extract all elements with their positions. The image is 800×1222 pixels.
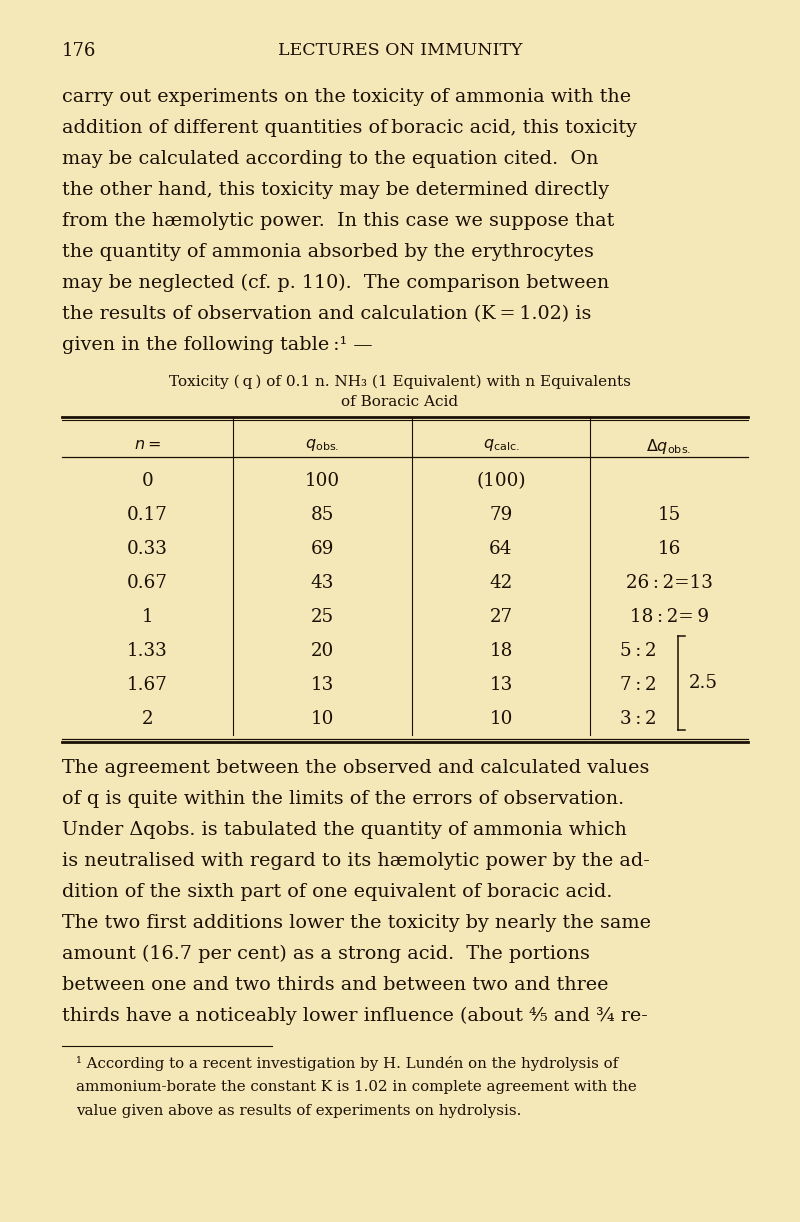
Text: $\Delta q_{\mathrm{obs.}}$: $\Delta q_{\mathrm{obs.}}$ (646, 437, 692, 456)
Text: Under Δqobs. is tabulated the quantity of ammonia which: Under Δqobs. is tabulated the quantity o… (62, 821, 627, 840)
Text: 2: 2 (142, 710, 154, 728)
Text: 42: 42 (490, 574, 513, 591)
Text: 1.33: 1.33 (127, 642, 168, 660)
Text: 10: 10 (311, 710, 334, 728)
Text: 13: 13 (490, 676, 513, 694)
Text: 18 : 2= 9: 18 : 2= 9 (630, 609, 709, 626)
Text: carry out experiments on the toxicity of ammonia with the: carry out experiments on the toxicity of… (62, 88, 631, 106)
Text: of Boracic Acid: of Boracic Acid (342, 395, 458, 409)
Text: The agreement between the observed and calculated values: The agreement between the observed and c… (62, 759, 650, 777)
Text: 0.33: 0.33 (127, 540, 168, 558)
Text: 10: 10 (490, 710, 513, 728)
Text: of q is quite within the limits of the errors of observation.: of q is quite within the limits of the e… (62, 789, 624, 808)
Text: $q_{\mathrm{calc.}}$: $q_{\mathrm{calc.}}$ (482, 437, 519, 453)
Text: 43: 43 (311, 574, 334, 591)
Text: is neutralised with regard to its hæmolytic power by the ad-: is neutralised with regard to its hæmoly… (62, 852, 650, 870)
Text: 16: 16 (658, 540, 681, 558)
Text: LECTURES ON IMMUNITY: LECTURES ON IMMUNITY (278, 42, 522, 59)
Text: 2.5: 2.5 (689, 675, 718, 692)
Text: the other hand, this toxicity may be determined directly: the other hand, this toxicity may be det… (62, 181, 609, 199)
Text: 5 : 2: 5 : 2 (620, 642, 657, 660)
Text: from the hæmolytic power.  In this case we suppose that: from the hæmolytic power. In this case w… (62, 211, 614, 230)
Text: 69: 69 (311, 540, 334, 558)
Text: 79: 79 (490, 506, 513, 524)
Text: $q_{\mathrm{obs.}}$: $q_{\mathrm{obs.}}$ (306, 437, 340, 453)
Text: 3 : 2: 3 : 2 (620, 710, 657, 728)
Text: 0: 0 (142, 472, 154, 490)
Text: the results of observation and calculation (K = 1.02) is: the results of observation and calculati… (62, 306, 591, 323)
Text: 1: 1 (142, 609, 154, 626)
Text: 0.67: 0.67 (127, 574, 168, 591)
Text: between one and two thirds and between two and three: between one and two thirds and between t… (62, 976, 609, 993)
Text: The two first additions lower the toxicity by nearly the same: The two first additions lower the toxici… (62, 914, 651, 932)
Text: 26 : 2=13: 26 : 2=13 (626, 574, 713, 591)
Text: may be neglected (cf. p. 110).  The comparison between: may be neglected (cf. p. 110). The compa… (62, 274, 610, 292)
Text: (100): (100) (476, 472, 526, 490)
Text: Toxicity ( q ) of 0.1 n. NH₃ (1 Equivalent) with n Equivalents: Toxicity ( q ) of 0.1 n. NH₃ (1 Equivale… (169, 375, 631, 390)
Text: value given above as results of experiments on hydrolysis.: value given above as results of experime… (76, 1103, 522, 1118)
Text: 1.67: 1.67 (127, 676, 168, 694)
Text: the quantity of ammonia absorbed by the erythrocytes: the quantity of ammonia absorbed by the … (62, 243, 594, 262)
Text: ¹ According to a recent investigation by H. Lundén on the hydrolysis of: ¹ According to a recent investigation by… (76, 1056, 618, 1070)
Text: 18: 18 (490, 642, 513, 660)
Text: $n=$: $n=$ (134, 437, 161, 452)
Text: 27: 27 (490, 609, 513, 626)
Text: dition of the sixth part of one equivalent of boracic acid.: dition of the sixth part of one equivale… (62, 884, 612, 901)
Text: amount (16.7 per cent) as a strong acid.  The portions: amount (16.7 per cent) as a strong acid.… (62, 945, 590, 963)
Text: ammonium-borate the constant K is 1.02 in complete agreement with the: ammonium-borate the constant K is 1.02 i… (76, 1080, 637, 1094)
Text: 15: 15 (658, 506, 681, 524)
Text: thirds have a noticeably lower influence (about ⁴⁄₅ and ¾ re-: thirds have a noticeably lower influence… (62, 1007, 648, 1025)
Text: 7 : 2: 7 : 2 (620, 676, 657, 694)
Text: 64: 64 (490, 540, 513, 558)
Text: addition of different quantities of boracic acid, this toxicity: addition of different quantities of bora… (62, 119, 637, 137)
Text: 0.17: 0.17 (127, 506, 168, 524)
Text: 25: 25 (311, 609, 334, 626)
Text: 100: 100 (305, 472, 340, 490)
Text: given in the following table :¹ —: given in the following table :¹ — (62, 336, 373, 354)
Text: 176: 176 (62, 42, 96, 60)
Text: 13: 13 (311, 676, 334, 694)
Text: 85: 85 (311, 506, 334, 524)
Text: may be calculated according to the equation cited.  On: may be calculated according to the equat… (62, 150, 598, 167)
Text: 20: 20 (311, 642, 334, 660)
